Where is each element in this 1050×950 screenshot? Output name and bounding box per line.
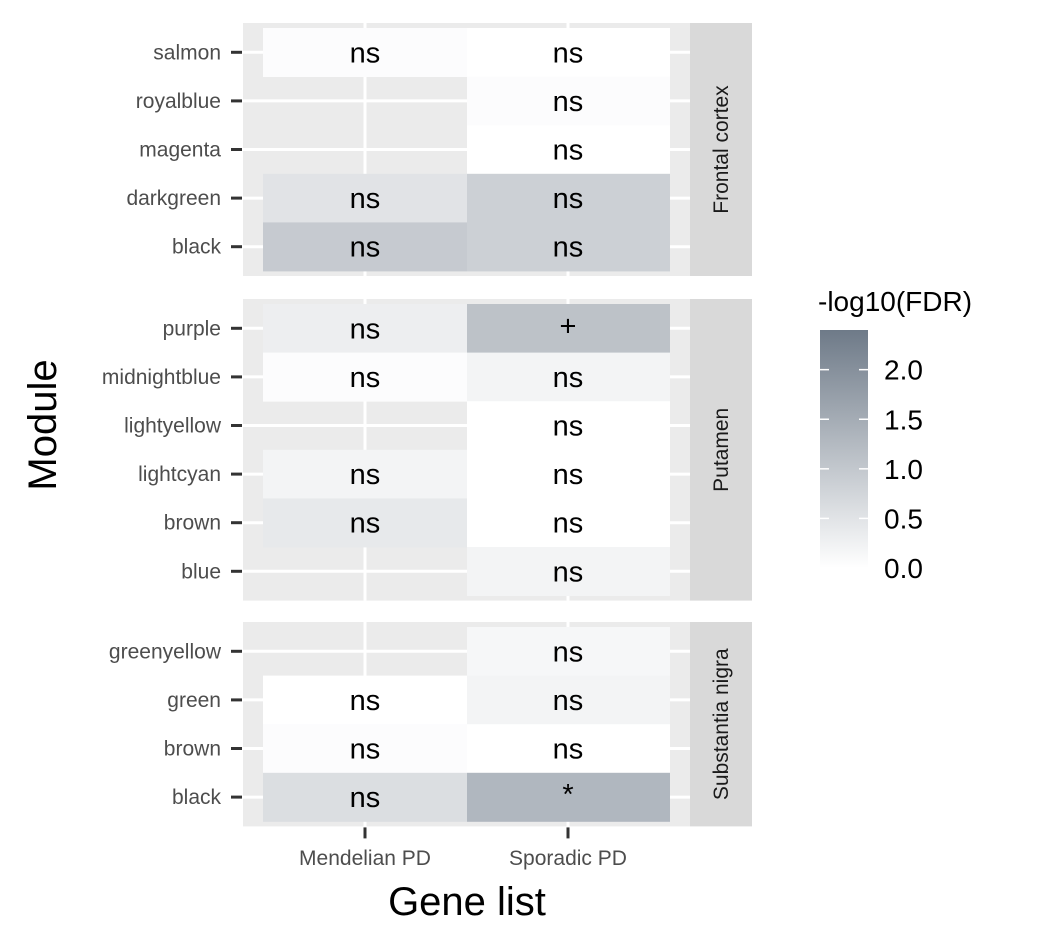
heatmap-tile — [263, 449, 467, 499]
heatmap-tile — [467, 772, 670, 822]
cell-significance-label: ns — [350, 183, 381, 215]
facet-strip — [690, 23, 752, 276]
heatmap-tile — [467, 173, 670, 223]
facet-strip-label: Frontal cortex — [710, 85, 733, 214]
legend-tick-label: 1.5 — [884, 404, 923, 435]
heatmap-tile — [263, 222, 467, 272]
cell-significance-label: ns — [350, 313, 381, 345]
heatmap-tile — [263, 173, 467, 223]
y-tick-label: midnightblue — [102, 366, 221, 389]
cell-significance-label: ns — [553, 636, 584, 668]
heatmap-tile — [467, 352, 670, 402]
cell-significance-label: ns — [553, 135, 584, 167]
legend-tick-label: 2.0 — [884, 355, 923, 386]
cell-significance-label: ns — [553, 232, 584, 264]
cell-significance-label: ns — [553, 685, 584, 717]
y-tick-label: royalblue — [136, 90, 221, 113]
cell-significance-label: ns — [553, 556, 584, 588]
heatmap-tile — [467, 76, 670, 126]
heatmap-tile — [263, 675, 467, 725]
heatmap-tile — [467, 304, 670, 353]
legend-tick-label: 0.0 — [884, 553, 923, 584]
heatmap-tile — [467, 449, 670, 499]
cell-significance-label: ns — [350, 37, 381, 69]
heatmap-tile — [467, 724, 670, 774]
cell-significance-label: ns — [350, 362, 381, 394]
facet-strip — [690, 622, 752, 827]
cell-significance-label: ns — [350, 232, 381, 264]
legend-tick-label: 1.0 — [884, 454, 923, 485]
heatmap-tile — [263, 304, 467, 353]
cell-significance-label: * — [562, 779, 573, 811]
heatmap-tile — [263, 772, 467, 822]
heatmap-tile — [263, 498, 467, 548]
x-axis-title: Gene list — [388, 880, 546, 924]
cell-significance-label: ns — [350, 459, 381, 491]
x-tick-label: Mendelian PD — [299, 847, 431, 870]
heatmap-tile — [467, 125, 670, 175]
cell-significance-label: ns — [553, 411, 584, 443]
cell-significance-label: ns — [553, 183, 584, 215]
y-tick-label: green — [167, 689, 221, 712]
cell-significance-label: ns — [553, 734, 584, 766]
y-tick-label: darkgreen — [126, 187, 221, 210]
cell-significance-label: ns — [553, 37, 584, 69]
cell-significance-label: ns — [350, 508, 381, 540]
cell-significance-label: ns — [350, 685, 381, 717]
heatmap-tile — [467, 675, 670, 725]
y-tick-label: brown — [164, 512, 221, 535]
y-tick-label: purple — [163, 317, 221, 340]
y-tick-label: black — [172, 786, 222, 809]
cell-significance-label: ns — [553, 362, 584, 394]
y-tick-label: brown — [164, 738, 221, 761]
cell-significance-label: + — [560, 310, 577, 342]
cell-significance-label: ns — [350, 782, 381, 814]
y-tick-label: lightyellow — [124, 415, 222, 438]
heatmap-tile — [467, 401, 670, 451]
heatmap-tile — [263, 352, 467, 402]
cell-significance-label: ns — [553, 459, 584, 491]
facet-strip — [690, 299, 752, 601]
facet-strip-label: Putamen — [710, 408, 733, 492]
cell-significance-label: ns — [553, 86, 584, 118]
y-axis-title: Module — [21, 359, 65, 490]
heatmap-tile — [467, 547, 670, 596]
heatmap-tile — [467, 222, 670, 272]
heatmap-tile — [263, 724, 467, 774]
facet-strip-label: Substantia nigra — [710, 648, 733, 800]
y-tick-label: magenta — [139, 139, 221, 162]
heatmap-tile — [467, 28, 670, 77]
y-tick-label: salmon — [153, 41, 221, 64]
legend-tick-label: 0.5 — [884, 503, 923, 534]
y-tick-label: black — [172, 236, 222, 259]
y-tick-label: blue — [181, 560, 221, 583]
heatmap-tile — [263, 28, 467, 77]
x-tick-label: Sporadic PD — [509, 847, 627, 870]
y-tick-label: lightcyan — [138, 463, 221, 486]
legend-title: -log10(FDR) — [818, 286, 972, 317]
heatmap-tile — [467, 627, 670, 676]
y-tick-label: greenyellow — [109, 640, 222, 663]
cell-significance-label: ns — [553, 508, 584, 540]
cell-significance-label: ns — [350, 734, 381, 766]
heatmap-tile — [467, 498, 670, 548]
legend-colorbar — [820, 330, 868, 568]
